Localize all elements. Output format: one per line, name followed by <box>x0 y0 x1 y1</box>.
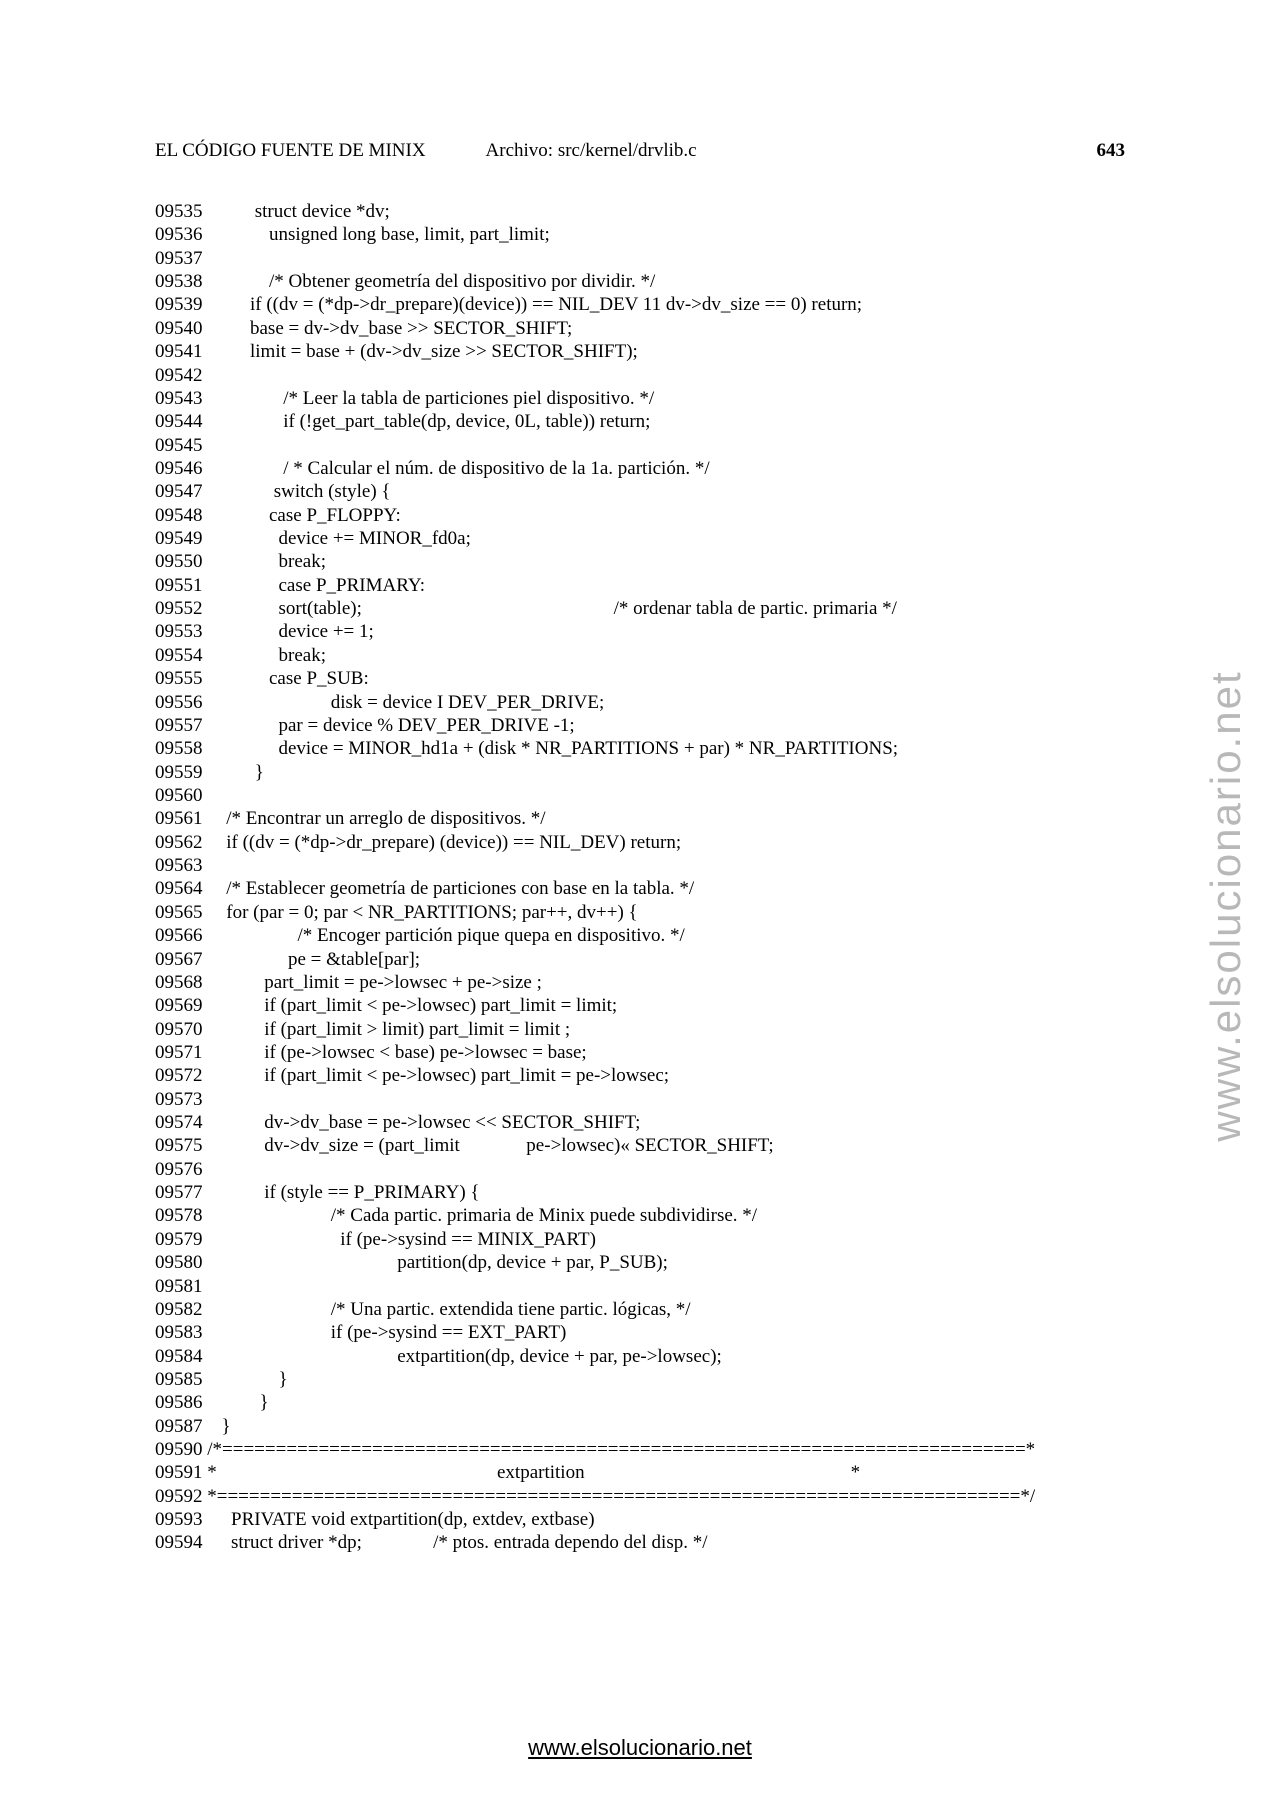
code-line: 09550 break; <box>155 550 1125 573</box>
book-title: EL CÓDIGO FUENTE DE MINIX <box>155 140 426 162</box>
code-line: 09535 struct device *dv; <box>155 200 1125 223</box>
code-line: 09558 device = MINOR_hd1a + (disk * NR_P… <box>155 737 1125 760</box>
code-line: 09555 case P_SUB: <box>155 667 1125 690</box>
code-line: 09549 device += MINOR_fd0a; <box>155 527 1125 550</box>
code-line: 09573 <box>155 1088 1125 1111</box>
code-line: 09565 for (par = 0; par < NR_PARTITIONS;… <box>155 901 1125 924</box>
code-line: 09591 * extpartition * <box>155 1461 1125 1484</box>
page-number: 643 <box>1097 140 1126 162</box>
code-line: 09572 if (part_limit < pe->lowsec) part_… <box>155 1064 1125 1087</box>
code-line: 09582 /* Una partic. extendida tiene par… <box>155 1298 1125 1321</box>
code-line: 09552 sort(table); /* ordenar tabla de p… <box>155 597 1125 620</box>
code-line: 09544 if (!get_part_table(dp, device, 0L… <box>155 410 1125 433</box>
code-line: 09578 /* Cada partic. primaria de Minix … <box>155 1204 1125 1227</box>
code-line: 09556 disk = device I DEV_PER_DRIVE; <box>155 691 1125 714</box>
code-line: 09563 <box>155 854 1125 877</box>
code-line: 09587 } <box>155 1415 1125 1438</box>
code-line: 09559 } <box>155 761 1125 784</box>
code-line: 09540 base = dv->dv_base >> SECTOR_SHIFT… <box>155 317 1125 340</box>
code-line: 09586 } <box>155 1391 1125 1414</box>
code-line: 09593 PRIVATE void extpartition(dp, extd… <box>155 1508 1125 1531</box>
code-line: 09594 struct driver *dp; /* ptos. entrad… <box>155 1531 1125 1554</box>
code-line: 09574 dv->dv_base = pe->lowsec << SECTOR… <box>155 1111 1125 1134</box>
code-line: 09576 <box>155 1158 1125 1181</box>
code-line: 09584 extpartition(dp, device + par, pe-… <box>155 1345 1125 1368</box>
code-line: 09545 <box>155 434 1125 457</box>
side-watermark: www.elsolucionario.net <box>1202 670 1250 1141</box>
code-line: 09568 part_limit = pe->lowsec + pe->size… <box>155 971 1125 994</box>
code-line: 09579 if (pe->sysind == MINIX_PART) <box>155 1228 1125 1251</box>
code-line: 09539 if ((dv = (*dp->dr_prepare)(device… <box>155 293 1125 316</box>
code-line: 09569 if (part_limit < pe->lowsec) part_… <box>155 994 1125 1017</box>
code-line: 09562 if ((dv = (*dp->dr_prepare) (devic… <box>155 831 1125 854</box>
code-line: 09551 case P_PRIMARY: <box>155 574 1125 597</box>
footer-link: www.elsolucionario.net <box>528 1735 752 1761</box>
code-line: 09575 dv->dv_size = (part_limit pe->lows… <box>155 1134 1125 1157</box>
code-line: 09547 switch (style) { <box>155 480 1125 503</box>
code-line: 09581 <box>155 1275 1125 1298</box>
file-path: Archivo: src/kernel/drvlib.c <box>486 140 697 162</box>
code-line: 09554 break; <box>155 644 1125 667</box>
code-line: 09557 par = device % DEV_PER_DRIVE -1; <box>155 714 1125 737</box>
code-line: 09566 /* Encoger partición pique quepa e… <box>155 924 1125 947</box>
code-line: 09548 case P_FLOPPY: <box>155 504 1125 527</box>
code-line: 09570 if (part_limit > limit) part_limit… <box>155 1018 1125 1041</box>
code-line: 09543 /* Leer la tabla de particiones pi… <box>155 387 1125 410</box>
code-line: 09542 <box>155 364 1125 387</box>
code-line: 09567 pe = &table[par]; <box>155 948 1125 971</box>
code-line: 09538 /* Obtener geometría del dispositi… <box>155 270 1125 293</box>
code-line: 09592 *=================================… <box>155 1485 1125 1508</box>
code-line: 09561 /* Encontrar un arreglo de disposi… <box>155 807 1125 830</box>
code-line: 09546 / * Calcular el núm. de dispositiv… <box>155 457 1125 480</box>
code-line: 09553 device += 1; <box>155 620 1125 643</box>
code-line: 09577 if (style == P_PRIMARY) { <box>155 1181 1125 1204</box>
code-line: 09571 if (pe->lowsec < base) pe->lowsec … <box>155 1041 1125 1064</box>
code-line: 09536 unsigned long base, limit, part_li… <box>155 223 1125 246</box>
code-line: 09564 /* Establecer geometría de partici… <box>155 877 1125 900</box>
code-line: 09560 <box>155 784 1125 807</box>
source-code-block: 09535 struct device *dv;09536 unsigned l… <box>155 200 1125 1555</box>
code-line: 09585 } <box>155 1368 1125 1391</box>
header-left: EL CÓDIGO FUENTE DE MINIX Archivo: src/k… <box>155 140 697 162</box>
code-line: 09590 /*================================… <box>155 1438 1125 1461</box>
code-line: 09541 limit = base + (dv->dv_size >> SEC… <box>155 340 1125 363</box>
page-header: EL CÓDIGO FUENTE DE MINIX Archivo: src/k… <box>155 140 1125 162</box>
code-line: 09583 if (pe->sysind == EXT_PART) <box>155 1321 1125 1344</box>
code-line: 09580 partition(dp, device + par, P_SUB)… <box>155 1251 1125 1274</box>
code-line: 09537 <box>155 247 1125 270</box>
